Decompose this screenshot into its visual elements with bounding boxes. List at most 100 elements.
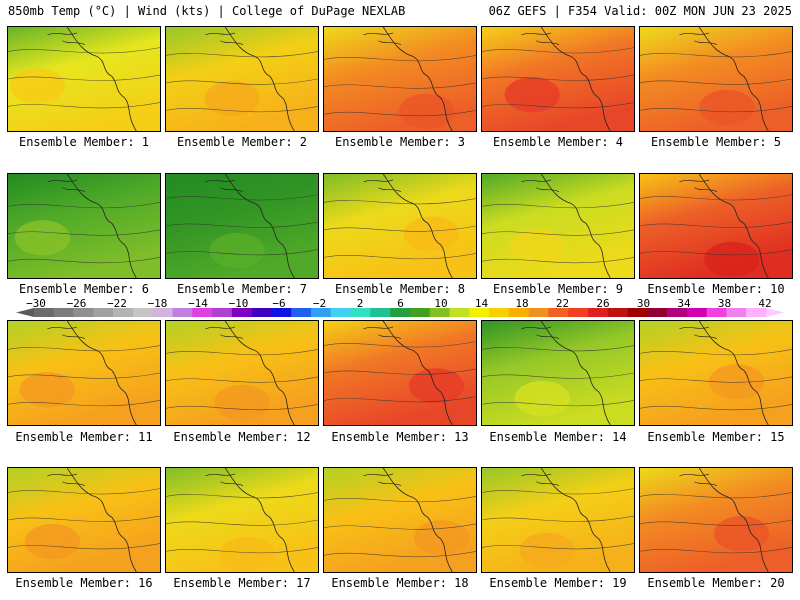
lake-outline bbox=[679, 179, 718, 192]
height-contour bbox=[482, 47, 634, 54]
colorbar-segment bbox=[429, 308, 450, 317]
ensemble-member-map bbox=[639, 467, 793, 573]
lake-outline bbox=[363, 32, 402, 45]
colorbar-segment bbox=[370, 308, 391, 317]
ensemble-member-map bbox=[481, 26, 635, 132]
height-contour bbox=[8, 515, 160, 522]
lake-outline bbox=[679, 326, 718, 339]
ensemble-member-label: Ensemble Member: 3 bbox=[334, 135, 466, 149]
height-contour bbox=[640, 51, 792, 58]
colorbar-segment bbox=[93, 308, 114, 317]
height-contour bbox=[166, 404, 318, 411]
colorbar-segment bbox=[508, 308, 529, 317]
temperature-field bbox=[166, 27, 318, 131]
ensemble-member-map bbox=[165, 26, 319, 132]
temperature-anomaly-region bbox=[699, 89, 755, 126]
temperature-anomaly-region bbox=[403, 216, 460, 252]
ensemble-member-label: Ensemble Member: 4 bbox=[492, 135, 624, 149]
height-contour bbox=[640, 349, 792, 356]
colorbar-segment bbox=[132, 308, 154, 317]
height-contour bbox=[482, 202, 634, 209]
lake-outline bbox=[47, 326, 86, 339]
colorbar-segment bbox=[231, 308, 252, 317]
coastline bbox=[698, 321, 769, 425]
height-contour bbox=[324, 551, 476, 558]
colorbar-tick-label: 22 bbox=[555, 297, 570, 310]
ensemble-member-map bbox=[481, 320, 635, 426]
height-contour bbox=[8, 257, 160, 264]
ensemble-member-label: Ensemble Member: 19 bbox=[489, 576, 627, 590]
height-contour bbox=[482, 74, 634, 81]
lake-outline bbox=[363, 179, 402, 192]
colorbar-tick-label: −30 bbox=[26, 297, 46, 310]
lake-outline bbox=[521, 473, 560, 486]
colorbar-segment bbox=[350, 308, 371, 317]
colorbar-tick-label: 30 bbox=[636, 297, 651, 310]
coastline bbox=[66, 174, 137, 278]
lake-outline bbox=[47, 179, 86, 192]
ensemble-member-label: Ensemble Member: 12 bbox=[173, 430, 311, 444]
ensemble-member-map bbox=[7, 320, 161, 426]
coastline bbox=[540, 468, 611, 572]
coastline bbox=[540, 27, 611, 131]
height-contour bbox=[324, 198, 476, 205]
colorbar-tick-label: 2 bbox=[356, 297, 364, 310]
lake-outline bbox=[47, 473, 86, 486]
height-contour bbox=[640, 249, 792, 256]
lake-outline bbox=[205, 179, 244, 192]
colorbar-tick-label: 14 bbox=[474, 297, 489, 310]
height-contour bbox=[482, 257, 634, 264]
colorbar-segment bbox=[310, 308, 332, 317]
height-contour bbox=[324, 82, 476, 89]
lake-outline bbox=[363, 326, 402, 339]
height-contour bbox=[640, 194, 792, 201]
coastline bbox=[382, 468, 453, 572]
coastline bbox=[540, 321, 611, 425]
colorbar-tick-label: 26 bbox=[596, 297, 610, 310]
height-contour bbox=[324, 253, 476, 260]
ensemble-member-map bbox=[323, 467, 477, 573]
colorbar-segment bbox=[489, 308, 510, 317]
colorbar-segment bbox=[409, 308, 430, 317]
coastline bbox=[540, 174, 611, 278]
coastline bbox=[66, 27, 137, 131]
colorbar-segment bbox=[746, 308, 767, 317]
temperature-anomaly-region bbox=[14, 220, 71, 256]
colorbar-segment bbox=[706, 308, 727, 317]
colorbar-segment bbox=[53, 308, 74, 317]
colorbar-tick-label: 38 bbox=[717, 297, 732, 310]
ensemble-member-label: Ensemble Member: 7 bbox=[176, 282, 308, 296]
model-run-info: 06Z GEFS | F354 Valid: 00Z MON JUN 23 20… bbox=[488, 4, 792, 18]
temperature-anomaly-region bbox=[214, 384, 270, 421]
height-contour bbox=[482, 229, 634, 236]
height-contour bbox=[8, 102, 160, 109]
temperature-colorbar bbox=[16, 308, 784, 317]
height-contour bbox=[8, 47, 160, 54]
height-contour bbox=[166, 547, 318, 554]
colorbar-segment bbox=[34, 308, 55, 317]
temperature-field bbox=[8, 321, 160, 425]
lake-outline bbox=[205, 473, 244, 486]
colorbar-segment bbox=[726, 308, 747, 317]
temperature-anomaly-region bbox=[704, 241, 760, 278]
colorbar-segment bbox=[647, 308, 668, 317]
height-contour bbox=[324, 110, 476, 117]
temperature-anomaly-region bbox=[399, 93, 455, 130]
temperature-anomaly-region bbox=[514, 380, 570, 417]
colorbar-segment bbox=[291, 308, 312, 317]
height-contour bbox=[640, 519, 792, 526]
height-contour bbox=[324, 225, 476, 232]
temperature-anomaly-region bbox=[709, 364, 765, 400]
coastline bbox=[224, 468, 295, 572]
colorbar-segment bbox=[607, 308, 628, 317]
coastline bbox=[224, 27, 295, 131]
coastline bbox=[66, 321, 137, 425]
colorbar-tick-label: −18 bbox=[147, 297, 168, 310]
lake-outline bbox=[363, 473, 402, 486]
height-contour bbox=[640, 106, 792, 113]
lake-outline bbox=[679, 32, 718, 45]
height-contour bbox=[482, 400, 634, 407]
ensemble-member-map bbox=[165, 467, 319, 573]
height-contour bbox=[324, 496, 476, 503]
lake-outline bbox=[521, 32, 560, 45]
